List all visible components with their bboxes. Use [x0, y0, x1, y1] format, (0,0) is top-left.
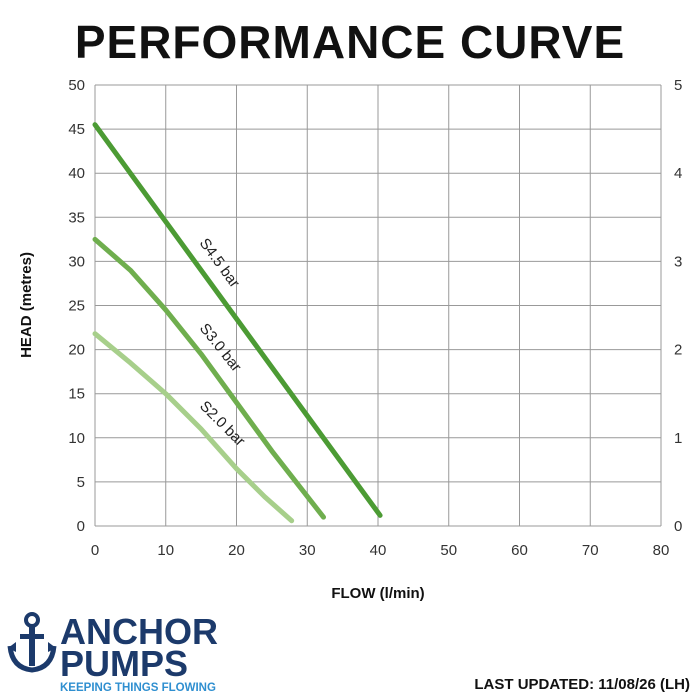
y-tick-label: 50 [68, 77, 85, 94]
series-label: S3.0 bar [196, 320, 245, 375]
x-tick-label: 60 [511, 542, 528, 559]
y2-axis-ticks: 0 1 2 3 4 5 [674, 77, 682, 535]
series-line [92, 331, 295, 524]
x-tick-label: 40 [370, 542, 387, 559]
chart-title: PERFORMANCE CURVE [75, 16, 625, 68]
y-tick-label: 40 [68, 165, 85, 182]
brand-tagline: KEEPING THINGS FLOWING [60, 682, 216, 694]
y2-tick-label: 4 [674, 165, 682, 182]
brand-name-line2: PUMPS [60, 643, 188, 684]
x-tick-label: 0 [91, 542, 99, 559]
y-axis-ticks: 0 5 10 15 20 25 30 35 40 45 50 [68, 77, 85, 535]
x-tick-label: 30 [299, 542, 316, 559]
y2-tick-label: 5 [674, 77, 682, 94]
y2-tick-label: 0 [674, 518, 682, 535]
brand-logo: ANCHOR PUMPS KEEPING THINGS FLOWING [7, 611, 218, 694]
chart-grid [94, 84, 662, 527]
y-tick-label: 20 [68, 342, 85, 359]
y-tick-label: 15 [68, 386, 85, 403]
x-axis-label: FLOW (l/min) [331, 585, 424, 602]
y-tick-label: 25 [68, 298, 85, 315]
series-line [92, 236, 327, 520]
series-lines [92, 122, 383, 524]
brand-name-line1: ANCHOR [60, 611, 218, 652]
x-axis-ticks: 0 10 20 30 40 50 60 70 80 [91, 542, 670, 559]
x-tick-label: 50 [440, 542, 457, 559]
y2-tick-label: 1 [674, 430, 682, 447]
y-tick-label: 0 [77, 518, 85, 535]
y-tick-label: 30 [68, 253, 85, 270]
x-tick-label: 80 [653, 542, 670, 559]
series-line [92, 122, 383, 518]
y-tick-label: 10 [68, 430, 85, 447]
anchor-icon [7, 612, 57, 673]
x-tick-label: 70 [582, 542, 599, 559]
y2-tick-label: 3 [674, 253, 682, 270]
y-tick-label: 35 [68, 209, 85, 226]
series-label: S4.5 bar [196, 235, 243, 291]
y-axis-label: HEAD (metres) [18, 252, 35, 358]
x-tick-label: 20 [228, 542, 245, 559]
y-tick-label: 5 [77, 474, 85, 491]
last-updated-text: LAST UPDATED: 11/08/26 (LH) [474, 676, 690, 693]
y-tick-label: 45 [68, 121, 85, 138]
x-tick-label: 10 [157, 542, 174, 559]
y2-tick-label: 2 [674, 342, 682, 359]
